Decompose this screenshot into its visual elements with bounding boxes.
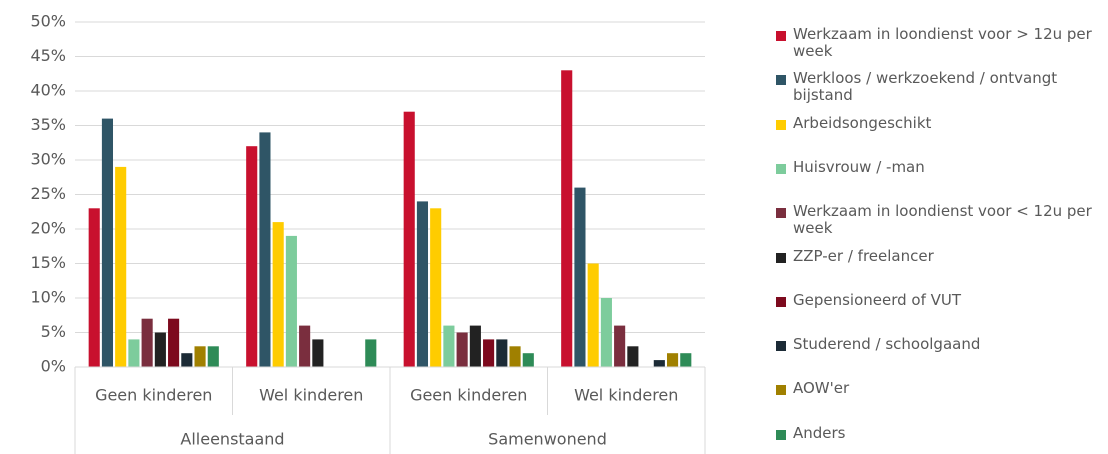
legend-label: AOW'er: [793, 379, 850, 398]
y-tick-label: 40%: [30, 81, 66, 100]
y-tick-label: 15%: [30, 253, 66, 272]
bar: [430, 208, 442, 367]
bar: [456, 332, 468, 367]
legend-swatch: [776, 119, 786, 130]
legend-label: Anders: [793, 423, 846, 442]
bar: [101, 118, 114, 367]
bar: [653, 360, 665, 367]
y-tick-label: 30%: [30, 150, 66, 169]
bar: [365, 339, 377, 367]
bar: [496, 339, 508, 367]
bar: [509, 346, 521, 367]
legend-item: Werkzaam in loondienst voor < 12u per we…: [776, 203, 1101, 237]
bar: [141, 318, 153, 367]
legend-item: Anders: [776, 423, 1101, 442]
legend-swatch: [776, 163, 786, 174]
y-tick-label: 20%: [30, 219, 66, 238]
bar: [666, 353, 679, 367]
y-tick-label: 5%: [41, 322, 66, 341]
legend-swatch: [776, 385, 786, 396]
legend-label: Arbeidsongeschikt: [793, 113, 932, 132]
legend-swatch: [776, 429, 786, 440]
bar: [115, 166, 127, 367]
bar: [416, 201, 429, 367]
bar: [443, 325, 455, 367]
bar: [246, 146, 258, 367]
x-tick-label: Wel kinderen: [574, 386, 678, 405]
bar: [207, 346, 219, 367]
legend-swatch: [776, 75, 786, 86]
legend-swatch: [776, 208, 786, 219]
bar: [587, 263, 599, 367]
legend-swatch: [776, 31, 786, 41]
bar: [181, 353, 193, 367]
bar: [627, 346, 639, 367]
bar: [469, 325, 481, 367]
y-tick-label: 10%: [30, 288, 66, 307]
legend-item: Arbeidsongeschikt: [776, 113, 1101, 132]
bar: [272, 222, 284, 367]
legend-swatch: [776, 341, 786, 352]
bar: [299, 325, 311, 367]
x-tick-label: Geen kinderen: [95, 386, 212, 405]
y-tick-label: 50%: [30, 12, 66, 31]
bar: [574, 187, 586, 367]
legend-item: AOW'er: [776, 380, 1101, 397]
legend-label: Werkloos / werkzoekend / ontvangt bijsta…: [793, 69, 1058, 105]
bar: [168, 318, 180, 367]
y-tick-label: 0%: [41, 357, 66, 376]
legend-swatch: [776, 252, 786, 263]
bar: [88, 208, 100, 367]
legend-item: Werkzaam in loondienst voor > 12u per we…: [776, 26, 1101, 60]
bar: [285, 235, 297, 367]
legend-item: Werkloos / werkzoekend / ontvangt bijsta…: [776, 70, 1101, 104]
bar: [128, 339, 140, 367]
bar: [600, 298, 612, 367]
bar: [614, 325, 626, 367]
legend-item: Gepensioneerd of VUT: [776, 290, 1101, 309]
legend-item: ZZP-er / freelancer: [776, 246, 1101, 265]
y-tick-label: 45%: [30, 46, 66, 65]
bar: [483, 339, 495, 367]
x-tick-label: Geen kinderen: [410, 386, 527, 405]
bar: [259, 132, 271, 367]
bar: [680, 353, 692, 367]
bar: [154, 332, 166, 367]
bar: [312, 339, 324, 367]
group-label: Alleenstaand: [180, 430, 284, 449]
legend-label: Gepensioneerd of VUT: [793, 290, 962, 309]
bar: [522, 353, 534, 367]
bar: [561, 70, 573, 368]
group-label: Samenwonend: [488, 430, 607, 449]
legend-label: Werkzaam in loondienst voor > 12u per we…: [793, 25, 1092, 60]
legend-label: Werkzaam in loondienst voor < 12u per we…: [793, 202, 1092, 238]
legend-label: Huisvrouw / -man: [793, 157, 925, 176]
legend-item: Huisvrouw / -man: [776, 157, 1101, 176]
bar: [194, 346, 206, 367]
plot: 0% 5% 10% 15% 20% 25% 30% 35% 40% 45% 50% Geen kind…: [30, 12, 706, 454]
legend-label: Studerend / schoolgaand: [793, 335, 981, 354]
y-tick-label: 35%: [30, 115, 66, 134]
x-tick-label: Wel kinderen: [259, 386, 363, 405]
y-tick-label: 25%: [30, 184, 66, 203]
legend-label: ZZP-er / freelancer: [793, 246, 934, 265]
legend-swatch: [776, 296, 786, 307]
bar: [403, 111, 415, 367]
legend-item: Studerend / schoolgaand: [776, 336, 1101, 353]
